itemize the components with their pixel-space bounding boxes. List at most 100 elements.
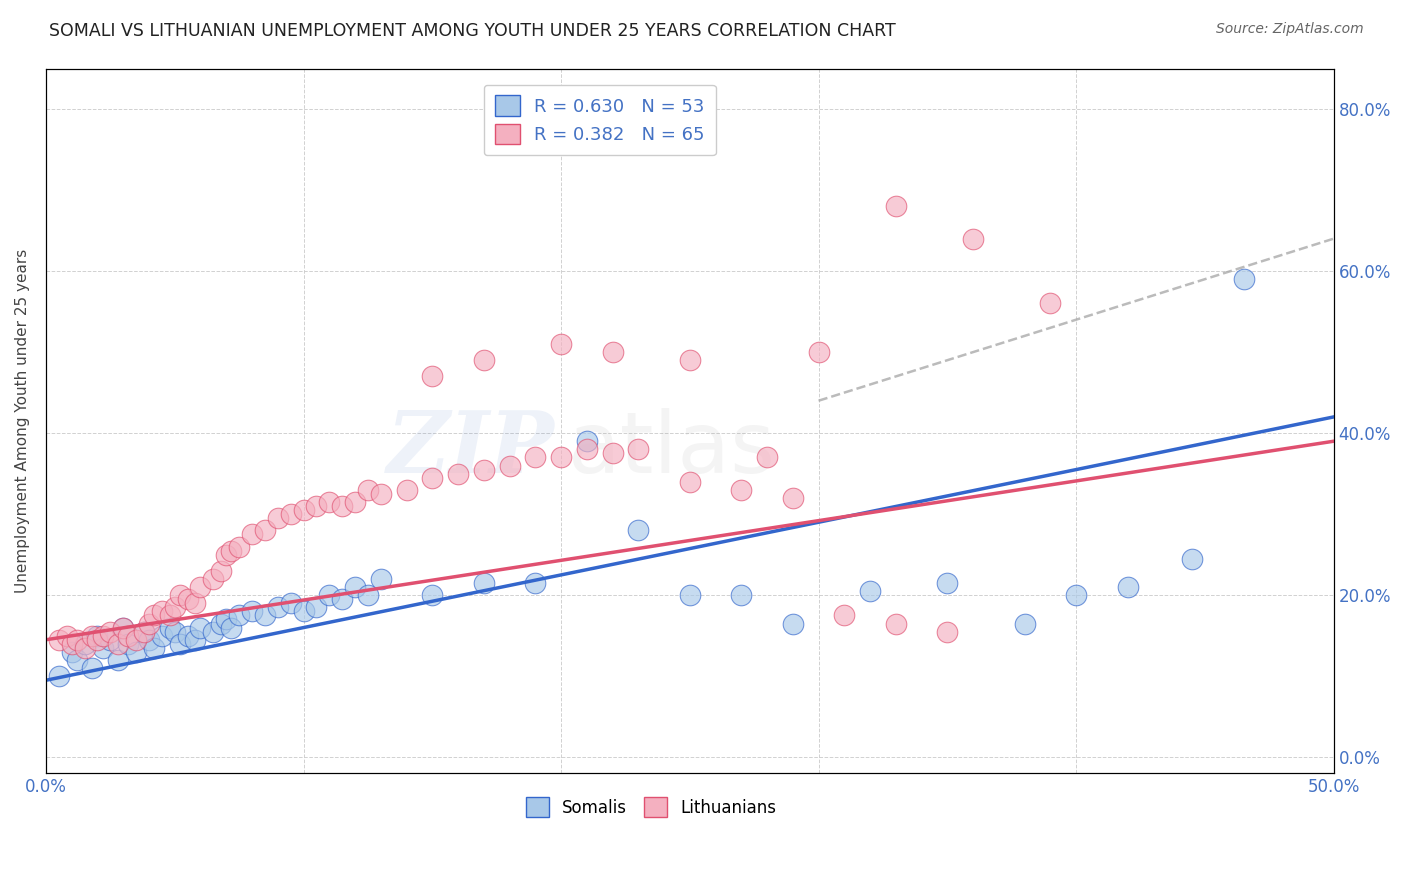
Point: [420, 588, 443, 602]
Text: SOMALI VS LITHUANIAN UNEMPLOYMENT AMONG YOUTH UNDER 25 YEARS CORRELATION CHART: SOMALI VS LITHUANIAN UNEMPLOYMENT AMONG …: [49, 22, 896, 40]
Point: [190, 580, 212, 594]
Text: atlas: atlas: [568, 408, 776, 491]
Point: [240, 527, 263, 541]
Point: [125, 632, 148, 647]
Point: [550, 337, 572, 351]
Point: [730, 483, 752, 497]
Point: [730, 588, 752, 602]
Point: [125, 645, 148, 659]
Point: [472, 576, 495, 591]
Point: [936, 624, 959, 639]
Point: [82, 629, 104, 643]
Point: [112, 621, 135, 635]
Point: [66, 632, 89, 647]
Point: [82, 661, 104, 675]
Point: [1039, 296, 1062, 310]
Point: [66, 653, 89, 667]
Point: [370, 487, 392, 501]
Point: [163, 624, 186, 639]
Point: [679, 475, 702, 489]
Point: [169, 637, 191, 651]
Point: [1116, 580, 1139, 594]
Point: [221, 543, 243, 558]
Point: [679, 588, 702, 602]
Point: [679, 353, 702, 368]
Point: [73, 637, 96, 651]
Point: [343, 495, 366, 509]
Point: [330, 592, 353, 607]
Point: [143, 608, 166, 623]
Point: [209, 616, 232, 631]
Point: [420, 471, 443, 485]
Point: [190, 621, 212, 635]
Point: [627, 524, 650, 538]
Point: [292, 503, 315, 517]
Point: [60, 645, 83, 659]
Point: [86, 632, 108, 647]
Point: [280, 596, 302, 610]
Point: [253, 608, 276, 623]
Point: [60, 637, 83, 651]
Point: [159, 608, 181, 623]
Point: [73, 640, 96, 655]
Point: [420, 369, 443, 384]
Point: [627, 442, 650, 457]
Point: [292, 604, 315, 618]
Point: [602, 345, 624, 359]
Point: [215, 548, 238, 562]
Point: [176, 629, 198, 643]
Point: [253, 524, 276, 538]
Point: [834, 608, 856, 623]
Point: [884, 616, 907, 631]
Point: [202, 624, 225, 639]
Point: [55, 629, 77, 643]
Point: [524, 450, 547, 465]
Point: [962, 232, 984, 246]
Point: [756, 450, 779, 465]
Point: [280, 507, 302, 521]
Point: [184, 596, 207, 610]
Point: [112, 621, 135, 635]
Point: [575, 442, 598, 457]
Point: [215, 612, 238, 626]
Point: [395, 483, 418, 497]
Point: [107, 637, 129, 651]
Point: [936, 576, 959, 591]
Point: [575, 434, 598, 449]
Point: [472, 353, 495, 368]
Point: [209, 564, 232, 578]
Point: [159, 621, 181, 635]
Point: [884, 199, 907, 213]
Point: [132, 624, 155, 639]
Point: [1064, 588, 1087, 602]
Point: [602, 446, 624, 460]
Point: [91, 629, 114, 643]
Point: [221, 621, 243, 635]
Point: [807, 345, 830, 359]
Point: [357, 483, 380, 497]
Point: [859, 584, 882, 599]
Point: [550, 450, 572, 465]
Point: [202, 572, 225, 586]
Point: [176, 592, 198, 607]
Point: [163, 600, 186, 615]
Point: [472, 462, 495, 476]
Point: [48, 669, 70, 683]
Point: [1232, 272, 1254, 286]
Point: [86, 629, 108, 643]
Point: [318, 588, 340, 602]
Point: [228, 608, 250, 623]
Point: [98, 624, 121, 639]
Point: [98, 632, 121, 647]
Point: [143, 640, 166, 655]
Point: [498, 458, 520, 473]
Point: [138, 632, 160, 647]
Point: [357, 588, 380, 602]
Text: Source: ZipAtlas.com: Source: ZipAtlas.com: [1216, 22, 1364, 37]
Point: [267, 511, 290, 525]
Point: [524, 576, 547, 591]
Point: [48, 632, 70, 647]
Y-axis label: Unemployment Among Youth under 25 years: Unemployment Among Youth under 25 years: [15, 249, 30, 593]
Point: [169, 588, 191, 602]
Legend: Somalis, Lithuanians: Somalis, Lithuanians: [517, 789, 785, 825]
